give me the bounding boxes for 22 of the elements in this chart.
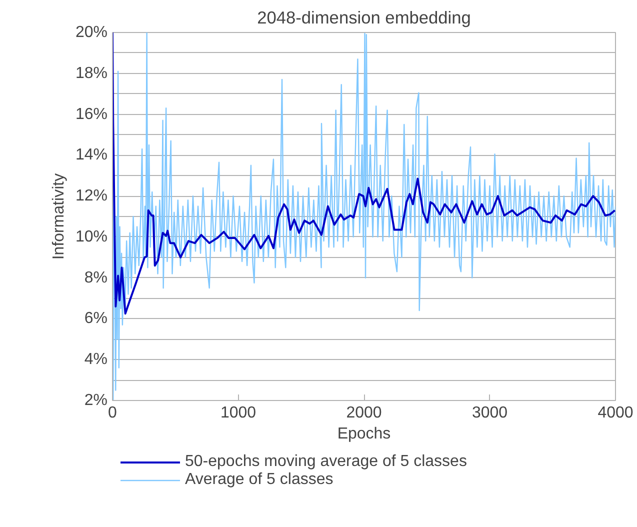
- y-tick-label: 8%: [84, 269, 108, 286]
- y-tick-label: 18%: [75, 64, 108, 82]
- y-tick-label: 6%: [84, 310, 108, 328]
- y-tick-label: 20%: [75, 24, 108, 41]
- legend-label: Average of 5 classes: [185, 471, 334, 489]
- x-tick-label: 0: [108, 404, 118, 422]
- y-tick-label: 12%: [75, 188, 108, 205]
- x-axis-title: Epochs: [337, 426, 391, 442]
- line-series: [112, 32, 616, 315]
- x-tick-label: 1000: [220, 404, 256, 422]
- x-tick-label: 3000: [472, 404, 508, 422]
- y-axis-title: Informativity: [50, 173, 68, 260]
- chart-title: 2048-dimension embedding: [257, 8, 471, 28]
- x-tick-label: 4000: [598, 404, 634, 422]
- y-tick-label: 2%: [84, 392, 108, 409]
- y-tick-label: 16%: [75, 106, 108, 123]
- y-tick-label: 14%: [75, 146, 108, 164]
- y-tick-label: 10%: [75, 228, 108, 246]
- legend-label: 50-epochs moving average of 5 classes: [185, 453, 467, 471]
- y-tick-label: 4%: [84, 351, 108, 368]
- x-tick-label: 2000: [346, 404, 382, 422]
- line-series: [112, 32, 616, 400]
